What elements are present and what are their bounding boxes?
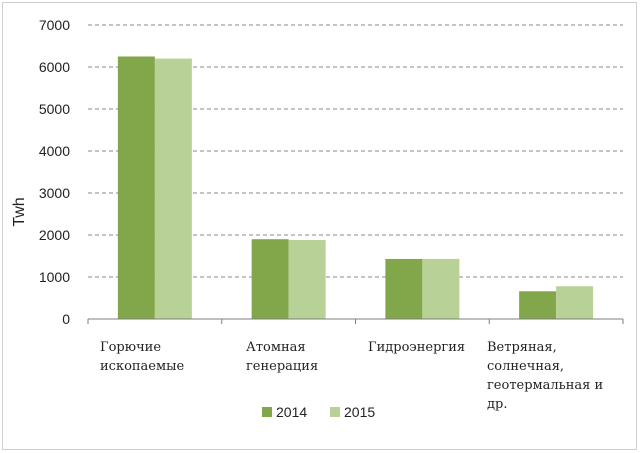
y-tick-label: 6000: [39, 59, 70, 75]
legend-label-2015: 2015: [344, 404, 375, 420]
category-label-line: Горючие: [100, 340, 161, 355]
legend: 2014 2015: [262, 404, 375, 420]
category-label-line: геотермальная и: [487, 378, 603, 393]
category-label-line: Ветряная,: [487, 340, 557, 355]
y-tick-label: 1000: [39, 269, 70, 285]
bar-2015: [154, 58, 192, 319]
category-label-line: солнечная,: [487, 359, 564, 374]
category-label: Горючие ископаемые: [100, 340, 184, 374]
category-label: Атомная генерация: [246, 340, 318, 374]
category-labels: Горючие ископаемые Атомная генерация Гидроэн…: [100, 340, 603, 412]
y-tick-label: 7000: [39, 17, 70, 33]
category-label-line: генерация: [246, 359, 318, 374]
bar-2015: [556, 286, 594, 319]
bars: [117, 56, 594, 319]
category-label-line: Атомная: [246, 340, 306, 355]
legend-label-2014: 2014: [276, 404, 307, 420]
y-tick-label: 5000: [39, 101, 70, 117]
bar-2015: [288, 240, 326, 319]
category-label-line: др.: [487, 397, 507, 412]
y-tick-label: 3000: [39, 185, 70, 201]
bar-2014: [117, 56, 155, 319]
bar-2015: [422, 258, 460, 319]
y-axis-ticks: 0 1000 2000 3000 4000 5000 6000 7000: [39, 17, 70, 327]
bar-2014: [251, 239, 289, 319]
legend-swatch-2015: [330, 407, 340, 417]
y-tick-label: 0: [62, 311, 70, 327]
category-label: Гидроэнергия: [368, 340, 465, 355]
bar-2014: [385, 258, 423, 319]
x-axis-tick-marks: [87, 319, 624, 324]
y-axis-label: Twh: [11, 197, 28, 226]
bar-2014: [519, 291, 557, 319]
category-label: Ветряная, солнечная, геотермальная и др.: [487, 340, 603, 412]
category-label-line: ископаемые: [100, 359, 184, 374]
y-tick-label: 4000: [39, 143, 70, 159]
category-label-line: Гидроэнергия: [368, 340, 465, 355]
grid-lines: [88, 24, 623, 278]
y-tick-label: 2000: [39, 227, 70, 243]
legend-swatch-2014: [262, 407, 272, 417]
